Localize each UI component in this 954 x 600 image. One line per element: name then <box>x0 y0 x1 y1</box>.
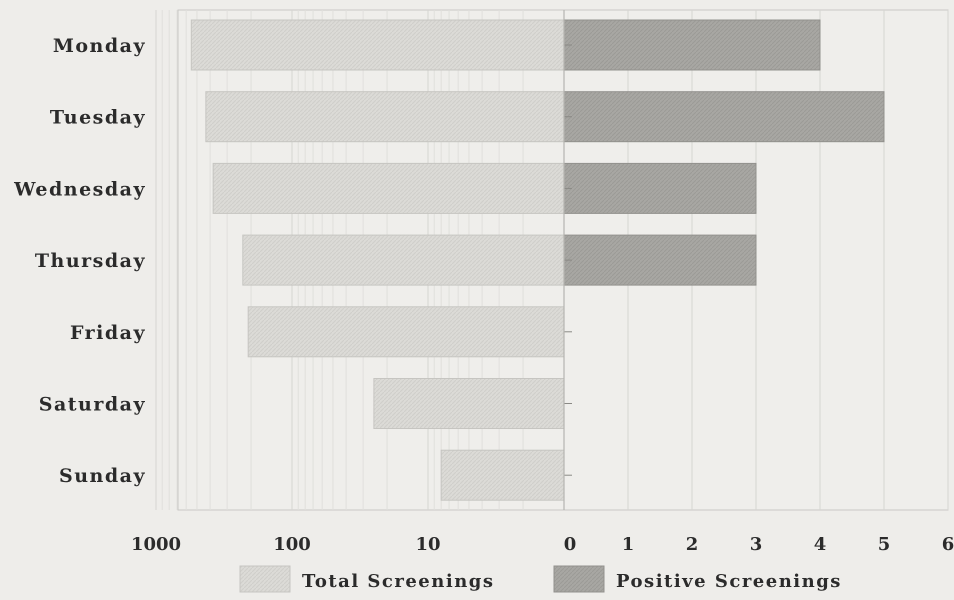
bar-total-screenings <box>247 306 565 358</box>
tick-labels: 1000 100 10 0 1 2 3 4 5 6 <box>131 534 954 555</box>
category-label: Wednesday <box>13 178 146 200</box>
tick-label: 4 <box>814 534 827 555</box>
tick-label: 3 <box>750 534 763 555</box>
legend-label-total: Total Screenings <box>302 571 495 592</box>
legend-swatch-positive <box>553 565 605 593</box>
category-label: Friday <box>70 322 146 344</box>
bar-total-screenings <box>373 378 565 429</box>
tick-label: 1000 <box>131 534 181 555</box>
tick-label: 0 <box>564 534 577 555</box>
category-label: Monday <box>53 35 146 57</box>
legend-swatch-total <box>239 565 291 593</box>
category-label: Saturday <box>39 394 146 416</box>
category-label: Sunday <box>59 465 146 487</box>
bar-positive-screenings <box>563 19 821 71</box>
tick-label: 1 <box>622 534 635 555</box>
tick-label: 100 <box>273 534 311 555</box>
bar-total-screenings <box>212 162 565 214</box>
bars <box>190 19 885 501</box>
category-labels: Monday Tuesday Wednesday Thursday Friday Satu… <box>13 35 146 487</box>
bar-positive-screenings <box>563 91 885 143</box>
bar-total-screenings <box>190 19 565 71</box>
category-label: Tuesday <box>50 107 146 129</box>
legend-label-positive: Positive Screenings <box>616 571 842 592</box>
bar-positive-screenings <box>563 162 757 214</box>
category-label: Thursday <box>35 250 146 272</box>
tick-label: 6 <box>942 534 954 555</box>
tick-label: 2 <box>686 534 699 555</box>
bar-total-screenings <box>205 91 565 143</box>
bar-positive-screenings <box>563 234 757 286</box>
tick-label: 10 <box>415 534 440 555</box>
legend: Total Screenings Positive Screenings <box>239 565 842 593</box>
bar-total-screenings <box>242 234 565 286</box>
tick-label: 5 <box>878 534 891 555</box>
bar-total-screenings <box>440 449 565 501</box>
